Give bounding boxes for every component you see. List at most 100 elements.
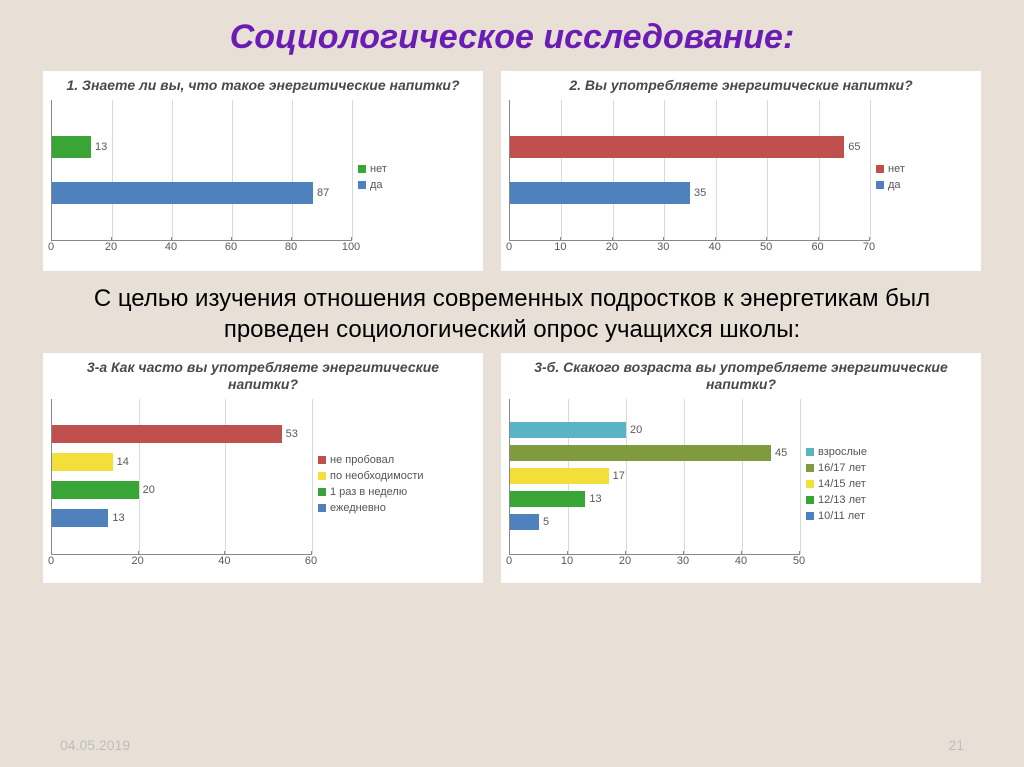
x-tick-label: 40 bbox=[709, 241, 721, 253]
body-text: С целью изучения отношения современных п… bbox=[60, 283, 964, 345]
legend-label: не пробовал bbox=[330, 454, 394, 466]
bar bbox=[510, 468, 609, 484]
legend-label: да bbox=[370, 179, 383, 191]
chart-title: 3-б. Скакого возраста вы употребляете эн… bbox=[509, 359, 973, 393]
chart-2: 2. Вы употребляете энергитические напитк… bbox=[501, 71, 981, 271]
bar bbox=[510, 491, 585, 507]
legend-swatch bbox=[876, 181, 884, 189]
legend-swatch bbox=[358, 181, 366, 189]
legend-swatch bbox=[318, 472, 326, 480]
legend-item: нет bbox=[876, 163, 905, 175]
bar-value-label: 65 bbox=[848, 141, 860, 153]
x-tick-label: 10 bbox=[554, 241, 566, 253]
chart-title: 1. Знаете ли вы, что такое энергитически… bbox=[51, 77, 475, 94]
legend-item: 12/13 лет bbox=[806, 494, 867, 506]
x-tick-label: 60 bbox=[811, 241, 823, 253]
x-tick-label: 0 bbox=[48, 241, 54, 253]
x-tick-label: 0 bbox=[506, 241, 512, 253]
bar-value-label: 17 bbox=[613, 470, 625, 482]
chart-1: 1. Знаете ли вы, что такое энергитически… bbox=[43, 71, 483, 271]
plot-area: 13 20 14 53 bbox=[51, 399, 312, 555]
x-tick-label: 60 bbox=[305, 555, 317, 567]
bar bbox=[52, 136, 91, 158]
legend-label: 16/17 лет bbox=[818, 462, 866, 474]
x-tick-label: 20 bbox=[105, 241, 117, 253]
legend-item: по необходимости bbox=[318, 470, 424, 482]
x-tick-label: 30 bbox=[677, 555, 689, 567]
bar bbox=[510, 422, 626, 438]
legend-swatch bbox=[806, 480, 814, 488]
bar bbox=[52, 481, 139, 499]
bar-value-label: 35 bbox=[694, 187, 706, 199]
legend-label: да bbox=[888, 179, 901, 191]
legend-label: ежедневно bbox=[330, 502, 386, 514]
legend-item: да bbox=[876, 179, 905, 191]
legend-swatch bbox=[318, 488, 326, 496]
legend-label: взрослые bbox=[818, 446, 867, 458]
legend: нет да bbox=[876, 100, 905, 255]
legend-item: да bbox=[358, 179, 387, 191]
bar-value-label: 87 bbox=[317, 187, 329, 199]
x-tick-label: 0 bbox=[506, 555, 512, 567]
plot-area: 35 65 bbox=[509, 100, 870, 241]
legend-label: 1 раз в неделю bbox=[330, 486, 407, 498]
legend-swatch bbox=[806, 496, 814, 504]
chart-title: 2. Вы употребляете энергитические напитк… bbox=[509, 77, 973, 94]
x-tick-label: 30 bbox=[657, 241, 669, 253]
bar bbox=[52, 182, 313, 204]
legend-label: 14/15 лет bbox=[818, 478, 866, 490]
legend-swatch bbox=[358, 165, 366, 173]
x-tick-label: 20 bbox=[619, 555, 631, 567]
x-tick-label: 40 bbox=[735, 555, 747, 567]
chart-title: 3-а Как часто вы употребляете энергитиче… bbox=[51, 359, 475, 393]
bar-value-label: 53 bbox=[286, 428, 298, 440]
footer-page: 21 bbox=[948, 737, 964, 753]
bar-value-label: 13 bbox=[112, 512, 124, 524]
x-tick-label: 20 bbox=[606, 241, 618, 253]
legend-item: ежедневно bbox=[318, 502, 424, 514]
legend-item: 16/17 лет bbox=[806, 462, 867, 474]
legend-swatch bbox=[876, 165, 884, 173]
bar-value-label: 14 bbox=[117, 456, 129, 468]
x-tick-label: 20 bbox=[132, 555, 144, 567]
bar-value-label: 45 bbox=[775, 447, 787, 459]
x-tick-label: 10 bbox=[561, 555, 573, 567]
bar bbox=[52, 509, 108, 527]
legend-item: взрослые bbox=[806, 446, 867, 458]
bar-value-label: 13 bbox=[95, 141, 107, 153]
legend-swatch bbox=[318, 504, 326, 512]
x-tick-label: 60 bbox=[225, 241, 237, 253]
page-title: Социологическое исследование: bbox=[20, 18, 1004, 57]
bar bbox=[510, 136, 844, 158]
bar-value-label: 5 bbox=[543, 516, 549, 528]
x-tick-label: 40 bbox=[165, 241, 177, 253]
x-tick-label: 70 bbox=[863, 241, 875, 253]
x-tick-label: 100 bbox=[342, 241, 360, 253]
legend-item: 14/15 лет bbox=[806, 478, 867, 490]
x-tick-label: 50 bbox=[793, 555, 805, 567]
legend-label: нет bbox=[370, 163, 387, 175]
bar bbox=[510, 445, 771, 461]
bar bbox=[510, 514, 539, 530]
chart-3: 3-а Как часто вы употребляете энергитиче… bbox=[43, 353, 483, 583]
chart-4: 3-б. Скакого возраста вы употребляете эн… bbox=[501, 353, 981, 583]
legend-swatch bbox=[806, 512, 814, 520]
bar-value-label: 20 bbox=[143, 484, 155, 496]
bottom-row: 3-а Как часто вы употребляете энергитиче… bbox=[20, 353, 1004, 583]
plot-area: 513174520 bbox=[509, 399, 800, 555]
legend-item: нет bbox=[358, 163, 387, 175]
legend-swatch bbox=[806, 464, 814, 472]
legend: не пробовал по необходимости 1 раз в недел… bbox=[318, 399, 424, 569]
legend-item: не пробовал bbox=[318, 454, 424, 466]
x-tick-label: 50 bbox=[760, 241, 772, 253]
legend-label: по необходимости bbox=[330, 470, 424, 482]
bar bbox=[510, 182, 690, 204]
legend-swatch bbox=[318, 456, 326, 464]
legend-label: 10/11 лет bbox=[818, 510, 865, 522]
top-row: 1. Знаете ли вы, что такое энергитически… bbox=[20, 71, 1004, 271]
bar bbox=[52, 425, 282, 443]
footer-date: 04.05.2019 bbox=[60, 737, 130, 753]
x-tick-label: 0 bbox=[48, 555, 54, 567]
x-tick-label: 80 bbox=[285, 241, 297, 253]
plot-area: 87 13 bbox=[51, 100, 352, 241]
